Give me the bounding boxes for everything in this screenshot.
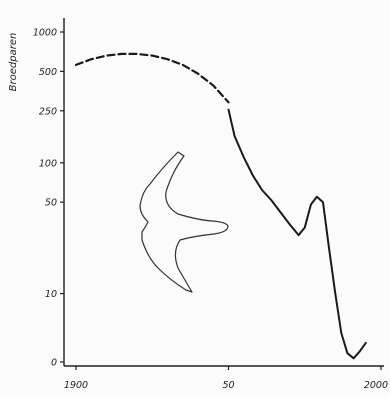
- x-ticks: 1900 50 2000: [64, 366, 388, 391]
- x-tick-label: 50: [222, 380, 234, 391]
- y-ticks: 0 10 50 100 250 500 1000: [33, 28, 64, 369]
- axes: [63, 18, 384, 367]
- y-tick-label: 50: [45, 198, 57, 209]
- bird-of-prey-silhouette-icon: [139, 151, 229, 293]
- series-line-solid: [227, 108, 367, 360]
- y-tick-label: 500: [39, 67, 57, 78]
- series-line-dashed: [74, 52, 230, 104]
- y-tick-label: 0: [51, 358, 57, 369]
- y-tick-label: 10: [45, 289, 57, 300]
- x-tick-label: 1900: [64, 380, 88, 391]
- y-tick-label: 250: [39, 106, 57, 117]
- y-axis-title: Broedparen: [8, 33, 19, 92]
- x-tick-label: 2000: [364, 380, 388, 391]
- y-tick-label: 100: [39, 158, 57, 169]
- y-tick-label: 1000: [33, 28, 57, 39]
